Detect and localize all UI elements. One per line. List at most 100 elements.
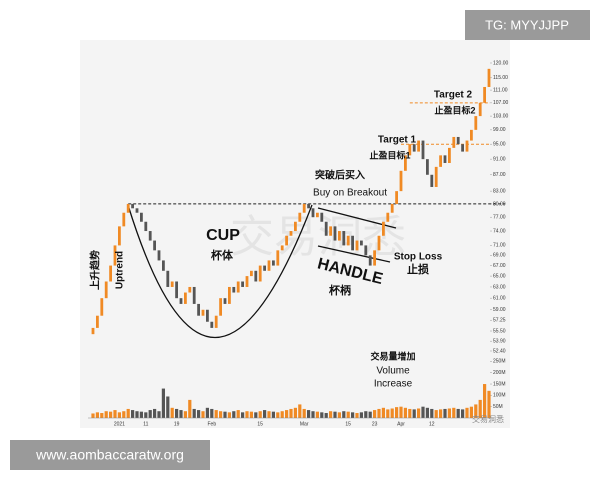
y-tick-label: 67.00	[493, 263, 506, 269]
candle-body	[329, 226, 332, 236]
volume-bar	[113, 410, 117, 418]
volume-bar	[192, 408, 196, 418]
volume-bar	[117, 412, 121, 418]
candle-body	[109, 265, 112, 282]
volume-bar	[210, 408, 214, 418]
volume-bar	[271, 411, 275, 418]
volume-bar	[346, 411, 350, 418]
candle-body	[373, 250, 376, 266]
volume-bar	[254, 412, 258, 418]
candle-body	[100, 298, 104, 316]
volume-bar	[487, 390, 491, 418]
candle-body	[316, 212, 319, 218]
candle-body	[390, 203, 394, 213]
candle-body	[104, 281, 108, 299]
candle-body	[184, 292, 187, 304]
candle-body	[232, 286, 236, 293]
y-tick-label: 115.00	[493, 75, 508, 81]
candle-body	[346, 235, 350, 246]
x-tick-label: 11	[143, 421, 148, 427]
volume-bar	[144, 412, 148, 418]
volume-bar	[100, 413, 104, 418]
y-tick-label: 53.90	[493, 339, 506, 345]
annotation: Stop Loss	[394, 252, 443, 263]
candle-body	[276, 250, 280, 266]
volume-bar	[408, 408, 412, 418]
overlay-box	[10, 440, 210, 470]
annotation: 上升趋势	[89, 250, 102, 290]
annotation: 止损	[407, 262, 429, 276]
volume-bar	[170, 407, 174, 418]
volume-bar	[280, 411, 284, 418]
candle-body	[338, 231, 341, 241]
handle-line	[317, 245, 391, 263]
candle-body	[148, 231, 152, 241]
annotation: Uptrend	[115, 251, 126, 289]
y-tick-label: 65.00	[493, 273, 506, 279]
candle-body	[355, 240, 359, 251]
volume-bar	[232, 411, 236, 418]
y-tick-label: 77.00	[493, 215, 506, 221]
y-tick-label: 250M	[493, 359, 506, 365]
volume-bar	[109, 411, 113, 418]
candle-body	[179, 298, 183, 304]
candle-body	[126, 203, 130, 213]
volume-bar	[201, 411, 205, 418]
volume-bar	[135, 411, 139, 418]
volume-bar	[355, 413, 359, 418]
candle-body	[351, 235, 354, 251]
annotation: Target 1	[378, 135, 417, 146]
volume-bar	[161, 388, 165, 418]
candle-body	[140, 212, 143, 222]
candle-body	[219, 298, 222, 316]
candle-body	[307, 203, 310, 209]
volume-bar	[465, 407, 469, 418]
volume-bar	[425, 407, 429, 418]
candle-body	[228, 286, 231, 304]
candle-body	[320, 212, 324, 222]
overlay-text: TG: MYYJJPP	[485, 17, 569, 32]
chart-panel	[80, 40, 510, 428]
x-tick-label: 15	[257, 421, 263, 427]
volume-bar	[197, 410, 201, 418]
candle-body	[188, 286, 192, 293]
annotation: 止盈目标1	[369, 149, 410, 160]
x-tick-label: 19	[174, 421, 180, 427]
volume-bar	[337, 412, 341, 418]
volume-bar	[126, 408, 130, 418]
candle-body	[241, 281, 244, 287]
volume-bar	[364, 411, 368, 418]
volume-bar	[324, 413, 328, 418]
volume-bar	[104, 411, 108, 418]
x-tick-label: Apr	[397, 421, 405, 427]
candle-body	[166, 270, 170, 287]
candle-body	[360, 240, 363, 246]
annotation: Target 2	[434, 90, 473, 101]
annotation: Buy on Breakout	[313, 188, 387, 199]
volume-bar	[245, 411, 249, 418]
y-tick-label: 100M	[493, 393, 506, 399]
volume-bar	[307, 410, 311, 418]
candle-body	[342, 231, 346, 246]
candle-body	[417, 140, 420, 152]
candle-body	[197, 303, 200, 316]
candle-body	[404, 155, 407, 171]
volume-bar	[390, 408, 394, 418]
y-tick-label: 52.40	[493, 348, 506, 354]
volume-bar	[95, 412, 99, 418]
candle-body	[408, 144, 412, 156]
volume-bar	[452, 407, 456, 418]
volume-bar	[333, 411, 337, 418]
candle-body	[214, 315, 218, 328]
y-tick-label: 55.50	[493, 328, 506, 334]
y-tick-label: 71.00	[493, 243, 506, 249]
volume-bar	[456, 408, 460, 418]
candle-body	[250, 270, 253, 277]
annotation: 突破后买入	[315, 169, 365, 182]
y-tick-label: 107.00	[493, 100, 509, 106]
candle-body	[162, 260, 165, 271]
volume-bar	[469, 406, 473, 418]
volume-bar	[179, 410, 183, 418]
candle-body	[206, 309, 209, 322]
volume-bar	[236, 410, 240, 418]
